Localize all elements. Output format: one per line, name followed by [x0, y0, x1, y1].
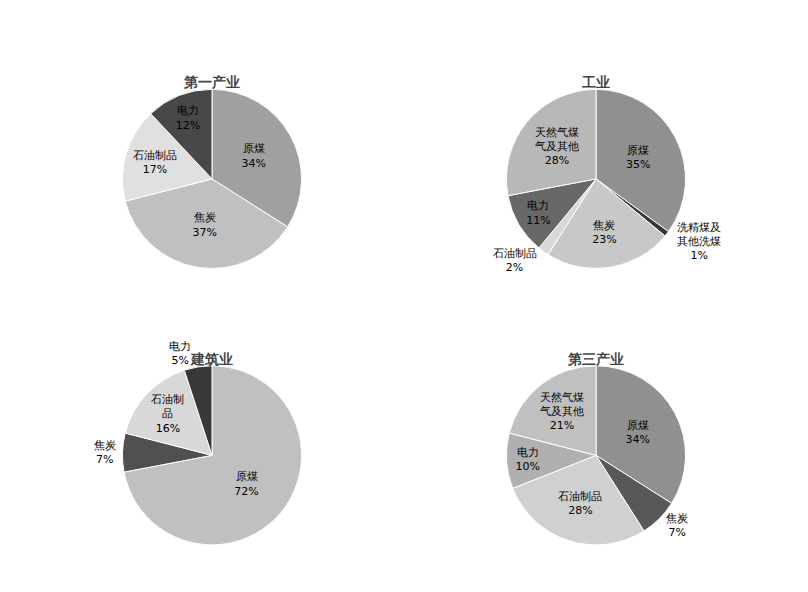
svg-text:原煤34%: 原煤34%	[626, 419, 650, 446]
svg-text:石油制品28%: 石油制品28%	[558, 490, 602, 517]
svg-text:原煤34%: 原煤34%	[242, 142, 266, 169]
svg-text:天然气煤气及其他21%: 天然气煤气及其他21%	[540, 391, 584, 433]
svg-text:焦炭23%: 焦炭23%	[592, 219, 616, 246]
svg-text:电力10%: 电力10%	[515, 446, 539, 473]
svg-text:电力11%: 电力11%	[526, 199, 550, 226]
svg-text:第一产业: 第一产业	[183, 74, 240, 90]
svg-text:焦炭7%: 焦炭7%	[666, 512, 688, 539]
svg-text:原煤72%: 原煤72%	[234, 470, 258, 497]
svg-text:原煤35%: 原煤35%	[626, 144, 650, 171]
svg-text:洗精煤及其他洗煤1%: 洗精煤及其他洗煤1%	[677, 221, 721, 263]
svg-text:电力12%: 电力12%	[176, 104, 200, 131]
svg-text:石油制品16%: 石油制品16%	[151, 393, 184, 435]
svg-text:焦炭7%: 焦炭7%	[94, 439, 116, 466]
svg-text:焦炭37%: 焦炭37%	[192, 211, 216, 238]
svg-text:建筑业: 建筑业	[190, 351, 233, 367]
svg-text:工业: 工业	[581, 74, 610, 90]
svg-text:石油制品2%: 石油制品2%	[493, 247, 537, 274]
svg-text:第三产业: 第三产业	[567, 351, 624, 367]
svg-text:石油制品17%: 石油制品17%	[133, 149, 177, 176]
svg-text:电力5%: 电力5%	[169, 340, 191, 367]
svg-text:天然气煤气及其他28%: 天然气煤气及其他28%	[535, 126, 579, 168]
